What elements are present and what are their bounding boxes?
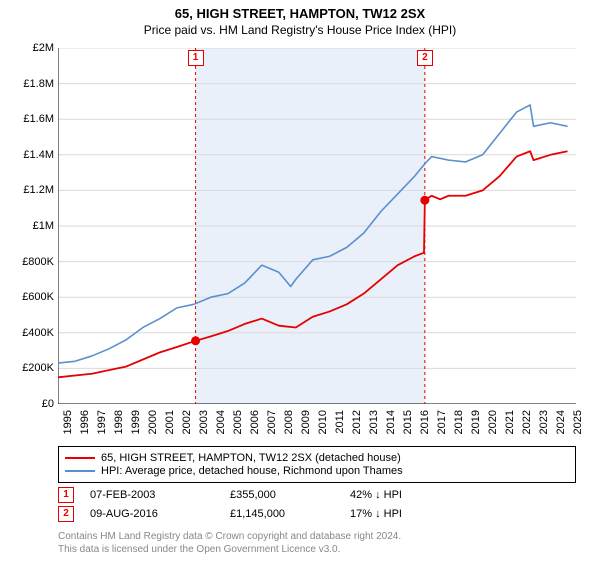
x-tick-label: 2014: [385, 410, 397, 434]
sale-marker-flag: 1: [188, 50, 204, 66]
x-tick-label: 2009: [300, 410, 312, 434]
x-tick-label: 1997: [96, 410, 108, 434]
legend-label: HPI: Average price, detached house, Rich…: [101, 465, 403, 477]
y-tick-label: £600K: [2, 291, 54, 303]
x-tick-label: 2020: [487, 410, 499, 434]
x-tick-label: 1996: [79, 410, 91, 434]
y-tick-label: £200K: [2, 362, 54, 374]
x-tick-label: 2003: [198, 410, 210, 434]
y-tick-label: £800K: [2, 256, 54, 268]
x-tick-label: 2024: [555, 410, 567, 434]
y-tick-label: £2M: [2, 42, 54, 54]
x-tick-label: 1995: [62, 410, 74, 434]
x-tick-label: 2021: [504, 410, 516, 434]
x-tick-label: 2002: [181, 410, 193, 434]
sales-table: 1 07-FEB-2003 £355,000 42% ↓ HPI 2 09-AU…: [58, 484, 576, 525]
legend-label: 65, HIGH STREET, HAMPTON, TW12 2SX (deta…: [101, 452, 401, 464]
legend-swatch: [65, 470, 95, 472]
x-tick-label: 2010: [317, 410, 329, 434]
x-tick-label: 1999: [130, 410, 142, 434]
sale-row: 1 07-FEB-2003 £355,000 42% ↓ HPI: [58, 487, 576, 503]
legend-row: 65, HIGH STREET, HAMPTON, TW12 2SX (deta…: [65, 452, 569, 464]
x-tick-label: 2007: [266, 410, 278, 434]
x-tick-label: 2016: [419, 410, 431, 434]
x-tick-label: 2006: [249, 410, 261, 434]
sale-row: 2 09-AUG-2016 £1,145,000 17% ↓ HPI: [58, 506, 576, 522]
legend-box: 65, HIGH STREET, HAMPTON, TW12 2SX (deta…: [58, 446, 576, 483]
x-tick-label: 2000: [147, 410, 159, 434]
y-tick-label: £1.4M: [2, 149, 54, 161]
x-tick-label: 1998: [113, 410, 125, 434]
sale-marker-badge: 2: [58, 506, 74, 522]
x-tick-label: 2019: [470, 410, 482, 434]
x-tick-label: 2022: [521, 410, 533, 434]
x-tick-label: 2001: [164, 410, 176, 434]
x-tick-label: 2015: [402, 410, 414, 434]
sale-hpi-diff: 17% ↓ HPI: [350, 508, 470, 520]
x-tick-label: 2012: [351, 410, 363, 434]
x-tick-label: 2023: [538, 410, 550, 434]
chart-plot-area: £0£200K£400K£600K£800K£1M£1.2M£1.4M£1.6M…: [58, 48, 576, 404]
sale-marker-flag: 2: [417, 50, 433, 66]
sale-hpi-diff: 42% ↓ HPI: [350, 489, 470, 501]
x-tick-label: 2004: [215, 410, 227, 434]
sale-price: £355,000: [230, 489, 350, 501]
legend-row: HPI: Average price, detached house, Rich…: [65, 465, 569, 477]
x-tick-label: 2013: [368, 410, 380, 434]
y-tick-label: £1.8M: [2, 78, 54, 90]
y-tick-label: £1M: [2, 220, 54, 232]
x-tick-label: 2018: [453, 410, 465, 434]
sale-price: £1,145,000: [230, 508, 350, 520]
x-tick-label: 2005: [232, 410, 244, 434]
chart-svg: [58, 48, 576, 404]
attribution-footer: Contains HM Land Registry data © Crown c…: [58, 530, 576, 556]
sale-marker-badge: 1: [58, 487, 74, 503]
x-tick-label: 2025: [572, 410, 584, 434]
x-tick-label: 2017: [436, 410, 448, 434]
chart-title: 65, HIGH STREET, HAMPTON, TW12 2SX: [0, 6, 600, 21]
y-tick-label: £400K: [2, 327, 54, 339]
chart-subtitle: Price paid vs. HM Land Registry's House …: [0, 23, 600, 37]
sale-date: 09-AUG-2016: [90, 508, 230, 520]
y-tick-label: £1.2M: [2, 184, 54, 196]
footer-line: Contains HM Land Registry data © Crown c…: [58, 530, 576, 543]
footer-line: This data is licensed under the Open Gov…: [58, 543, 576, 556]
legend-swatch: [65, 457, 95, 459]
sale-date: 07-FEB-2003: [90, 489, 230, 501]
y-tick-label: £1.6M: [2, 113, 54, 125]
x-tick-label: 2008: [283, 410, 295, 434]
chart-container: 65, HIGH STREET, HAMPTON, TW12 2SX Price…: [0, 6, 600, 566]
x-tick-label: 2011: [334, 410, 346, 434]
y-tick-label: £0: [2, 398, 54, 410]
